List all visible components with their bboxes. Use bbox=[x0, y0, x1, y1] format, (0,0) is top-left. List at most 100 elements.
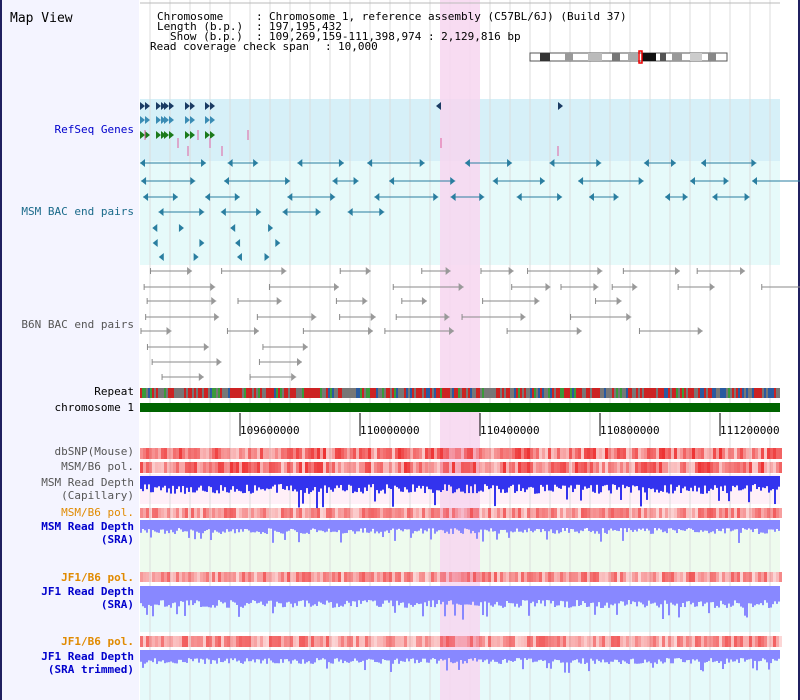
read-depth-bar bbox=[712, 586, 714, 603]
track-label-jf1-b6-pol: JF1/B6 pol. bbox=[61, 571, 134, 584]
read-depth-bar bbox=[768, 476, 770, 493]
track-label-msm-bac[interactable]: MSM BAC end pairs bbox=[21, 205, 134, 218]
read-depth-bar bbox=[454, 476, 456, 493]
polymorphism-mark bbox=[425, 572, 428, 582]
bac-end-marker bbox=[297, 159, 303, 167]
gene-feature bbox=[145, 116, 150, 124]
polymorphism-mark bbox=[440, 448, 443, 459]
polymorphism-mark bbox=[341, 462, 344, 473]
polymorphism-mark bbox=[392, 448, 395, 459]
read-depth-bar bbox=[298, 650, 300, 664]
polymorphism-mark bbox=[563, 448, 566, 459]
read-depth-bar bbox=[228, 650, 230, 664]
polymorphism-mark bbox=[491, 462, 494, 473]
read-depth-bar bbox=[382, 650, 384, 660]
track-label-refseq[interactable]: RefSeq Genes bbox=[54, 123, 134, 136]
bac-end-marker bbox=[444, 313, 450, 321]
track-label-b6n-bac[interactable]: B6N BAC end pairs bbox=[21, 318, 134, 331]
bac-end-marker bbox=[199, 239, 205, 247]
gene-feature bbox=[164, 131, 169, 139]
repeat-mark bbox=[692, 388, 694, 398]
polymorphism-mark bbox=[365, 508, 368, 518]
polymorphism-mark bbox=[194, 462, 197, 473]
repeat-mark bbox=[192, 388, 194, 398]
left-frame bbox=[0, 0, 2, 700]
bac-end-marker bbox=[347, 208, 353, 216]
repeat-mark bbox=[388, 388, 390, 398]
read-depth-bar bbox=[258, 476, 260, 488]
read-depth-bar bbox=[708, 476, 710, 491]
read-depth-bar bbox=[700, 586, 702, 602]
repeat-mark bbox=[232, 388, 234, 398]
repeat-mark bbox=[146, 388, 148, 398]
read-depth-bar bbox=[300, 650, 302, 664]
read-depth-bar bbox=[612, 650, 614, 662]
polymorphism-mark bbox=[734, 508, 737, 518]
read-depth-bar bbox=[320, 586, 322, 603]
read-depth-bar bbox=[180, 650, 182, 660]
polymorphism-mark bbox=[764, 508, 767, 518]
read-depth-bar bbox=[672, 586, 674, 605]
repeat-mark bbox=[466, 388, 468, 398]
polymorphism-mark bbox=[617, 448, 620, 459]
polymorphism-mark bbox=[224, 636, 227, 647]
read-depth-bar bbox=[664, 520, 666, 532]
read-depth-bar bbox=[586, 586, 588, 608]
read-depth-bar bbox=[304, 586, 306, 607]
read-depth-bar bbox=[612, 586, 614, 606]
read-depth-bar bbox=[646, 520, 648, 529]
polymorphism-mark bbox=[695, 462, 698, 473]
polymorphism-mark bbox=[710, 508, 713, 518]
read-depth-bar bbox=[720, 476, 722, 487]
read-depth-bar bbox=[534, 650, 536, 662]
repeat-mark bbox=[366, 388, 368, 398]
read-depth-bar bbox=[656, 586, 658, 606]
bac-end-marker bbox=[697, 327, 703, 335]
polymorphism-mark bbox=[371, 572, 374, 582]
read-depth-bar bbox=[266, 650, 268, 664]
polymorphism-mark bbox=[563, 508, 566, 518]
polymorphism-mark bbox=[476, 508, 479, 518]
read-depth-bar bbox=[694, 586, 696, 607]
read-depth-bar bbox=[328, 520, 330, 529]
read-depth-bar bbox=[360, 520, 362, 529]
polymorphism-mark bbox=[692, 462, 695, 473]
repeat-mark bbox=[278, 388, 280, 398]
polymorphism-mark bbox=[194, 448, 197, 459]
polymorphism-mark bbox=[419, 462, 422, 473]
read-depth-bar bbox=[366, 520, 368, 533]
chromosome-ideogram[interactable] bbox=[529, 50, 728, 64]
read-depth-bar bbox=[726, 476, 728, 494]
polymorphism-mark bbox=[344, 448, 347, 459]
read-depth-bar bbox=[660, 476, 662, 491]
repeat-mark bbox=[268, 388, 270, 398]
polymorphism-mark bbox=[572, 508, 575, 518]
polymorphism-mark bbox=[506, 508, 509, 518]
polymorphism-mark bbox=[590, 448, 593, 459]
polymorphism-mark bbox=[770, 448, 773, 459]
polymorphism-mark bbox=[143, 572, 146, 582]
polymorphism-mark bbox=[488, 462, 491, 473]
read-depth-bar bbox=[432, 650, 434, 659]
polymorphism-mark bbox=[356, 508, 359, 518]
read-depth-bar bbox=[258, 520, 260, 532]
read-depth-bar bbox=[564, 520, 566, 531]
read-depth-bar bbox=[156, 520, 158, 533]
highlight-band[interactable] bbox=[440, 0, 480, 700]
polymorphism-mark bbox=[197, 572, 200, 582]
polymorphism-mark bbox=[188, 508, 191, 518]
repeat-mark bbox=[364, 388, 366, 398]
polymorphism-mark bbox=[284, 572, 287, 582]
read-depth-bar bbox=[520, 520, 522, 532]
repeat-mark bbox=[238, 388, 240, 398]
polymorphism-mark bbox=[725, 508, 728, 518]
repeat-mark bbox=[582, 388, 584, 398]
read-depth-bar bbox=[738, 586, 740, 604]
polymorphism-mark bbox=[536, 508, 539, 518]
read-depth-bar bbox=[322, 586, 324, 605]
repeat-mark bbox=[392, 388, 394, 398]
read-depth-bar bbox=[662, 586, 664, 619]
polymorphism-mark bbox=[323, 636, 326, 647]
repeat-mark bbox=[228, 388, 230, 398]
